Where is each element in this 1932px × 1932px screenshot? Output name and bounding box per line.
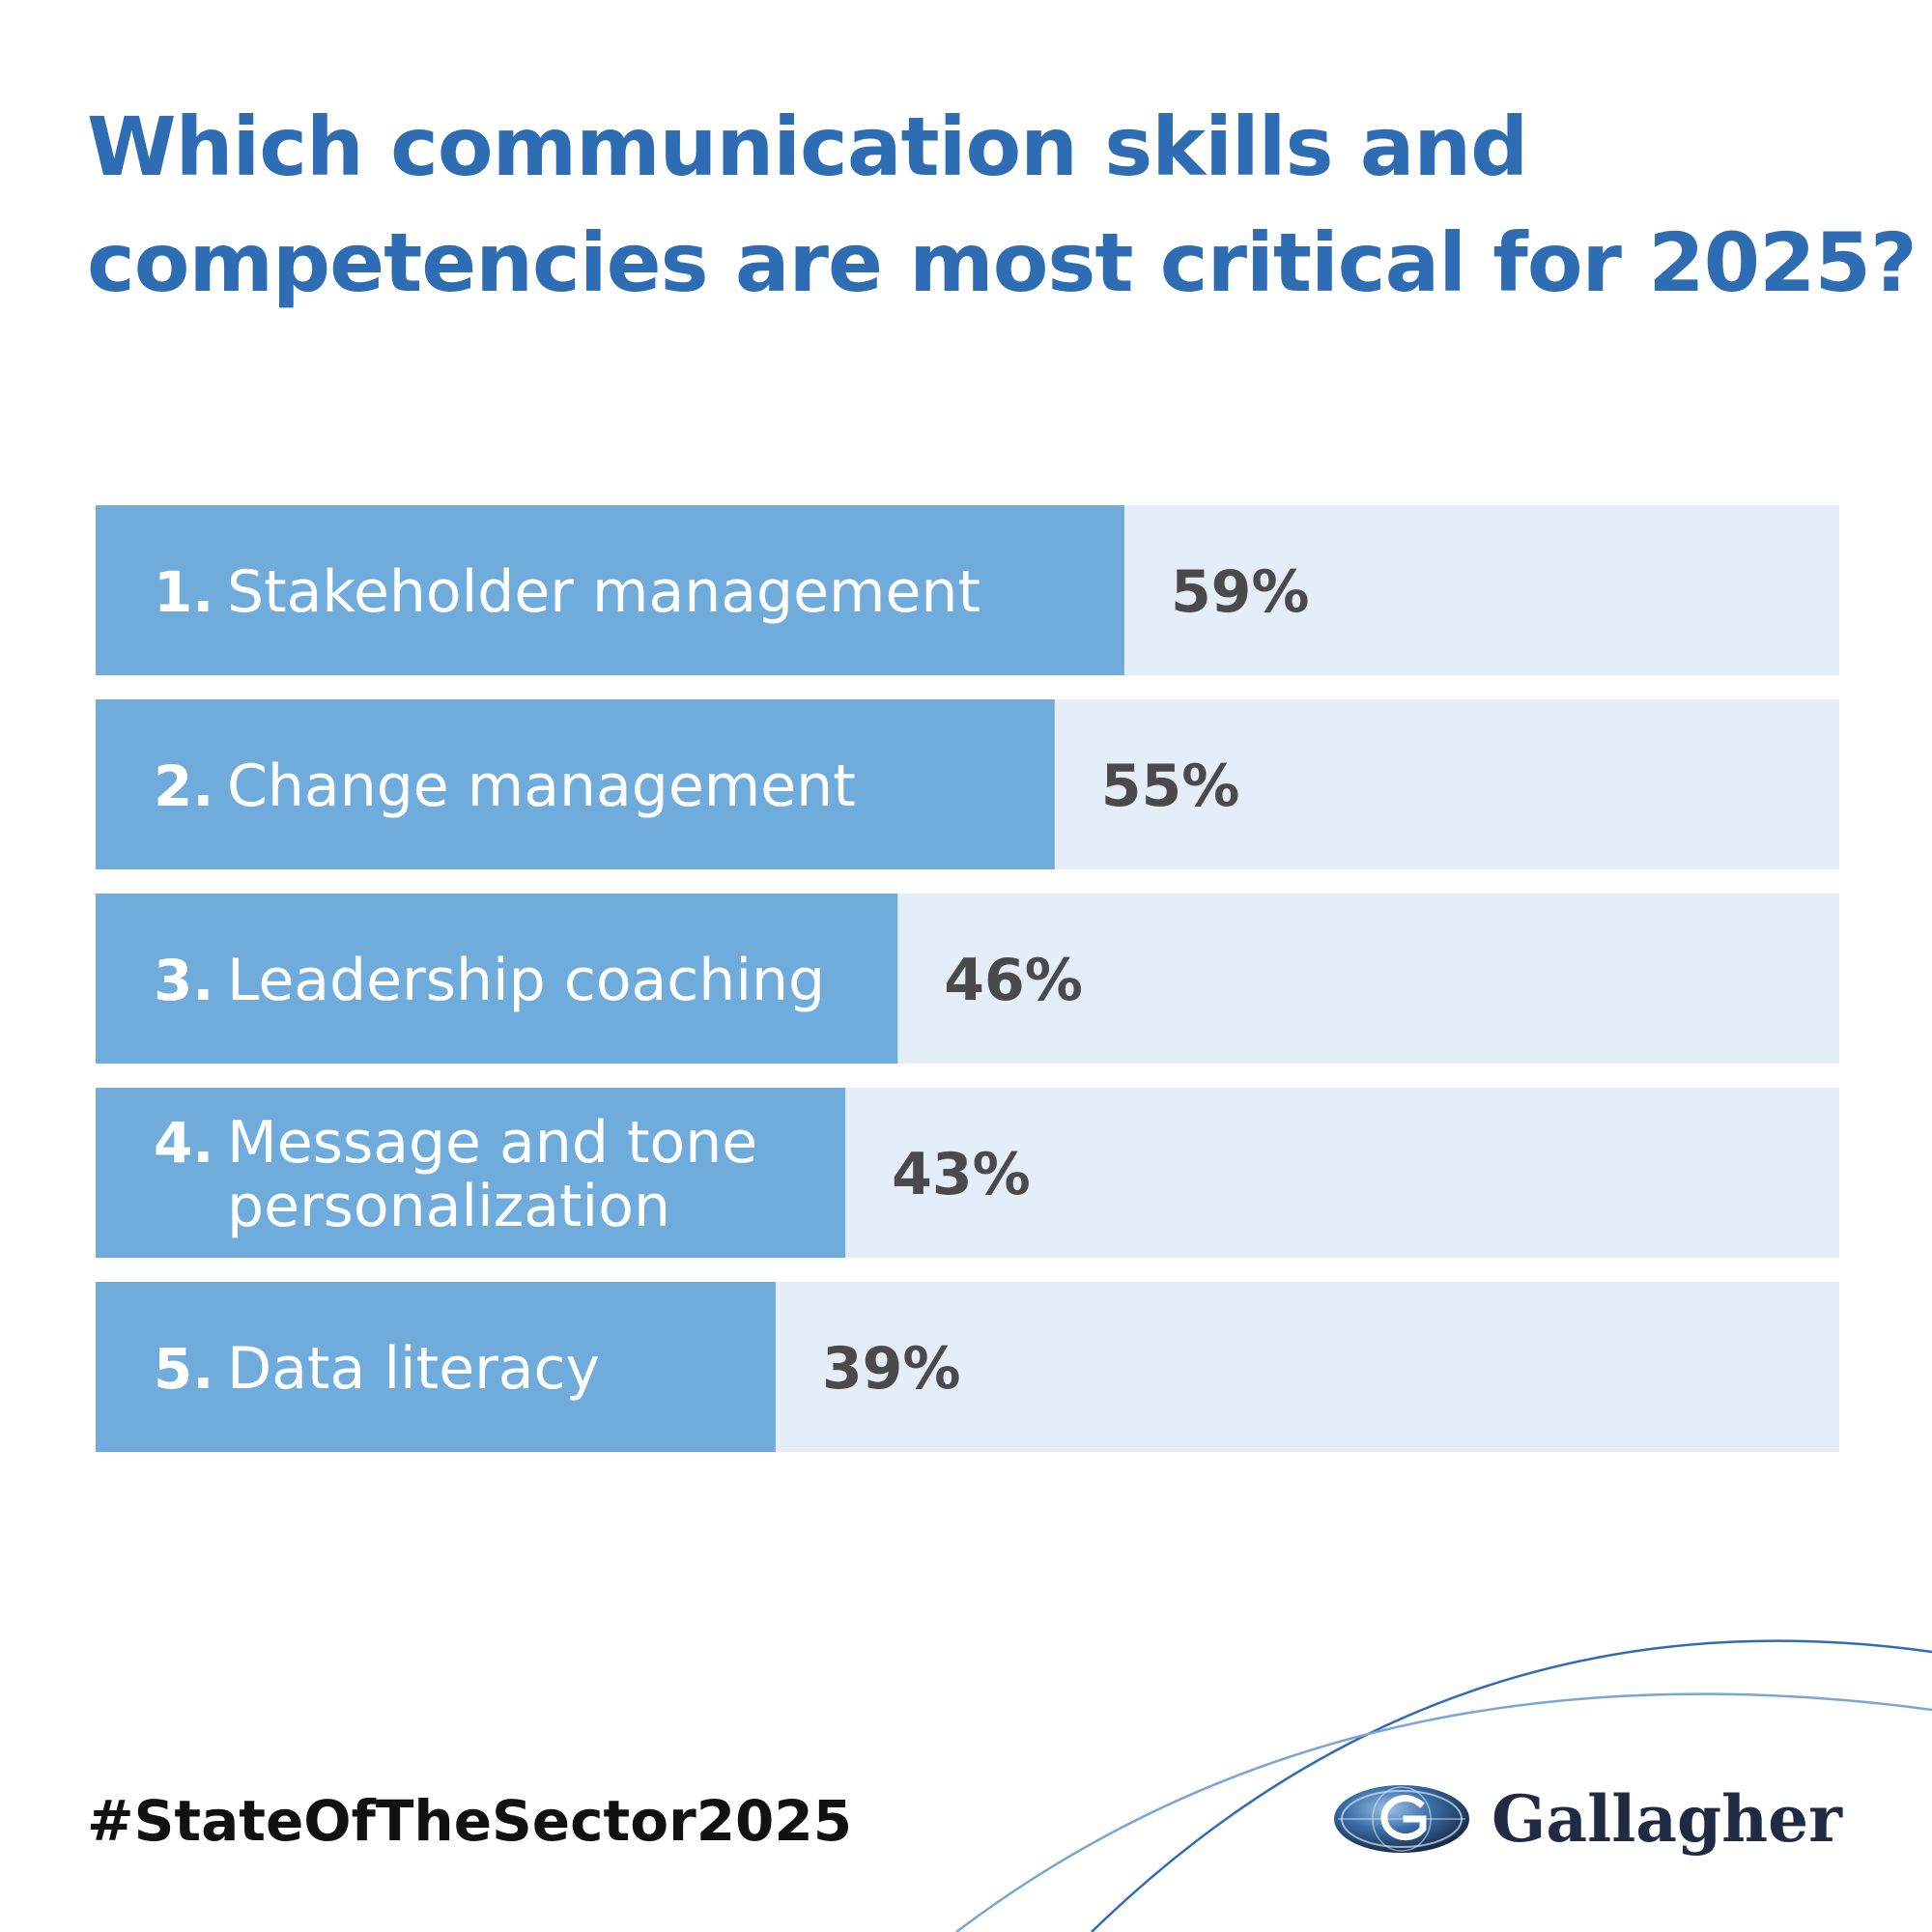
bar (96, 1088, 846, 1258)
bar-category-label: Data literacy (227, 1335, 600, 1403)
bar (96, 699, 1055, 869)
bar-category-label: Leadership coaching (227, 947, 825, 1014)
bar (96, 1282, 776, 1452)
chart-title: Which communication skills and competenc… (87, 89, 1918, 321)
bar-rank: 3. (154, 948, 213, 1013)
bar (96, 894, 898, 1064)
chart-title-line-1: Which communication skills and (87, 99, 1528, 194)
bar-rank: 1. (154, 559, 213, 625)
gallagher-logo: Gallagher (1333, 1776, 1842, 1862)
bar-value-label: 59% (1171, 558, 1310, 626)
bar-category-label: personalization (227, 1173, 670, 1240)
bar (96, 505, 1124, 675)
bar-category-label: Stakeholder management (227, 558, 980, 626)
bar-category-label: Message and tone (227, 1109, 757, 1177)
bar-row: 5. Data literacy 39% (96, 1282, 1839, 1452)
bar-row: 3. Leadership coaching 46% (96, 894, 1839, 1064)
bar-rank: 5. (154, 1336, 213, 1402)
bar-rank: 4. (154, 1110, 213, 1176)
bar-rank: 2. (154, 753, 213, 819)
bar-category-label: Change management (227, 753, 856, 820)
bar-value-label: 46% (944, 947, 1083, 1014)
chart-title-line-2: competencies are most critical for 2025? (87, 215, 1918, 310)
bar-value-label: 55% (1101, 753, 1240, 820)
bar-row: 1. Stakeholder management 59% (96, 505, 1839, 675)
bar-row: 2. Change management 55% (96, 699, 1839, 869)
bar-value-label: 39% (822, 1335, 961, 1403)
bar-value-label: 43% (892, 1141, 1031, 1208)
gallagher-wordmark: Gallagher (1492, 1781, 1842, 1857)
hashtag: #StateOfTheSector2025 (87, 1788, 853, 1854)
gallagher-globe-icon (1334, 1785, 1469, 1853)
